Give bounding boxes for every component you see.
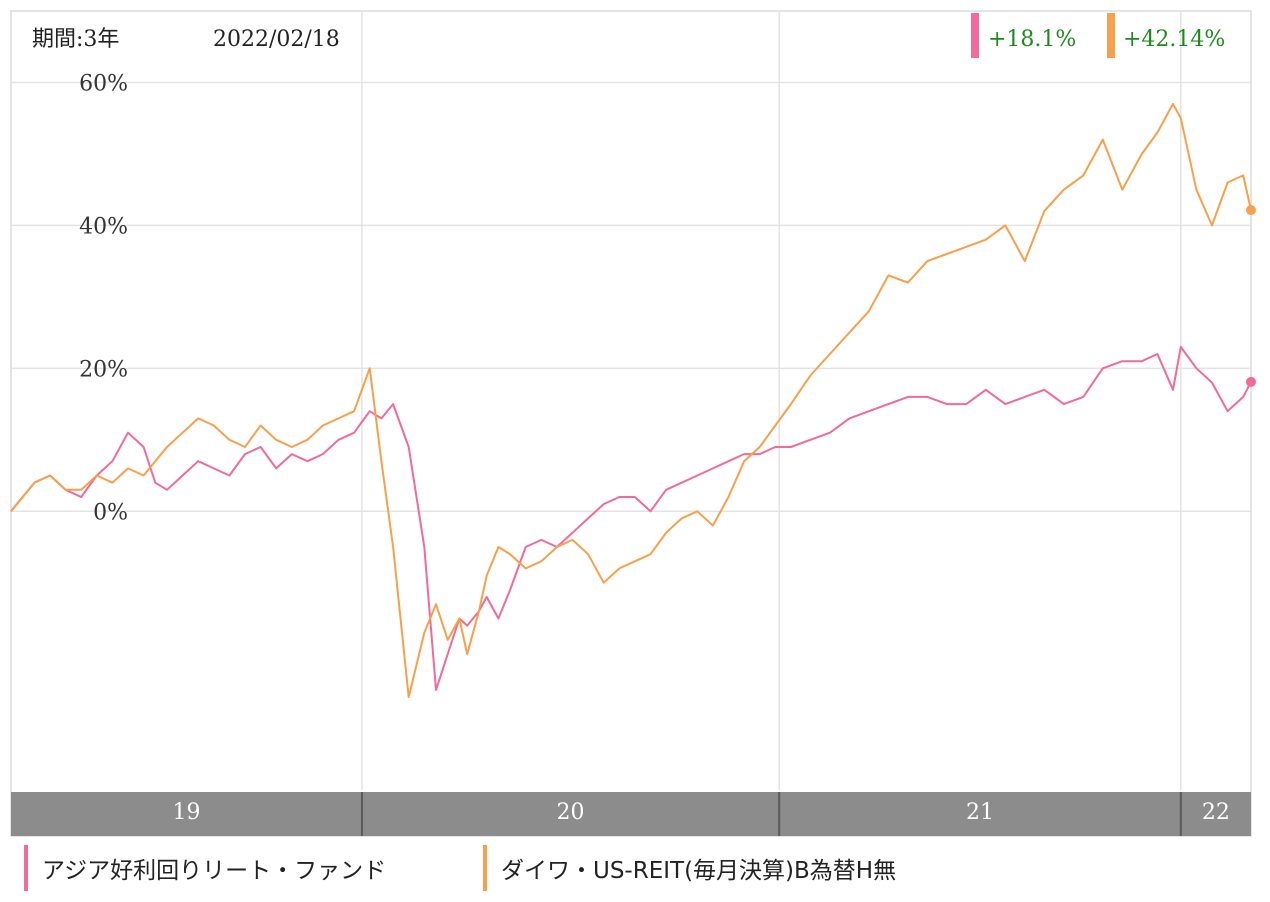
- x-tick-label: 19: [172, 800, 200, 825]
- grid-layer: [11, 11, 1251, 790]
- plot-border: [10, 10, 1252, 837]
- y-tick-label: 60%: [79, 71, 128, 96]
- period-label: 期間:3年: [32, 27, 119, 52]
- return-value-orange: +42.14%: [1123, 27, 1225, 52]
- legend-swatch-pink: [24, 845, 28, 891]
- y-tick-label: 0%: [93, 500, 128, 525]
- y-tick-labels: 60% 40% 20% 0%: [79, 71, 128, 525]
- x-tick-label: 21: [966, 800, 994, 825]
- legend-item-us-reit: ダイワ・US-REIT(毎月決算)B為替H無: [483, 845, 896, 891]
- chart: 19 20 21 22 60% 40% 20% 0% 期間:3年 2022/02/18 +1…: [10, 10, 1256, 837]
- series-line-1: [10, 345, 1252, 691]
- y-tick-label: 40%: [79, 214, 128, 239]
- date-label: 2022/02/18: [213, 27, 340, 52]
- x-band-segment: [361, 792, 780, 836]
- series-line-2: [10, 102, 1252, 699]
- legend-label-asia-reit: アジア好利回りリート・ファンド: [42, 858, 387, 884]
- return-swatch-pink: [971, 13, 979, 58]
- x-band-segment: [779, 792, 1181, 836]
- x-band-segment: [1180, 792, 1251, 836]
- series-end-marker-2: [1246, 205, 1256, 216]
- x-band-segment: [11, 792, 362, 836]
- legend-swatch-orange: [483, 845, 487, 891]
- x-tick-label: 20: [557, 800, 585, 825]
- return-value-pink: +18.1%: [988, 27, 1076, 52]
- x-axis-band: 19 20 21 22: [11, 792, 1251, 836]
- legend-item-asia-reit: アジア好利回りリート・ファンド: [24, 845, 386, 891]
- series-end-marker-1: [1246, 376, 1256, 387]
- y-tick-label: 20%: [79, 357, 128, 382]
- legend: アジア好利回りリート・ファンド ダイワ・US-REIT(毎月決算)B為替H無: [0, 845, 1270, 893]
- return-swatch-orange: [1107, 13, 1115, 58]
- x-tick-label: 22: [1202, 800, 1230, 825]
- legend-label-us-reit: ダイワ・US-REIT(毎月決算)B為替H無: [501, 858, 897, 884]
- series-layer: [10, 102, 1256, 699]
